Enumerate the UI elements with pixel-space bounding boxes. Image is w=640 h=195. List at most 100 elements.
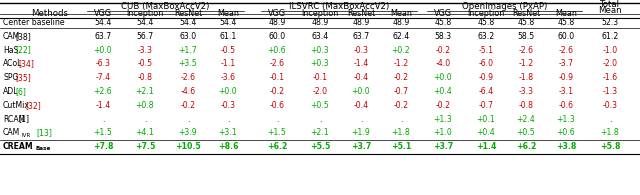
Text: 45.8: 45.8 [517,18,534,27]
Text: VGG: VGG [268,10,286,19]
Text: +3.7: +3.7 [433,142,453,151]
Text: Mean: Mean [555,10,577,19]
Text: +6.2: +6.2 [516,142,536,151]
Text: +0.6: +0.6 [268,46,286,55]
Text: 61.2: 61.2 [602,32,619,41]
Text: -4.6: -4.6 [180,87,196,96]
Text: Total: Total [600,0,620,9]
Text: -2.6: -2.6 [518,46,534,55]
Text: -0.1: -0.1 [312,73,328,82]
Text: Inception: Inception [467,10,504,19]
Text: -0.8: -0.8 [518,101,534,110]
Text: [38]: [38] [15,32,31,41]
Text: 58.3: 58.3 [435,32,452,41]
Text: RCAM: RCAM [3,115,25,124]
Text: [1]: [1] [19,115,30,124]
Text: .: . [144,115,147,124]
Text: +10.5: +10.5 [175,142,201,151]
Text: ResNet: ResNet [174,10,202,19]
Text: -2.0: -2.0 [602,59,618,68]
Text: -0.9: -0.9 [479,73,493,82]
Text: [13]: [13] [36,128,52,137]
Text: HaS: HaS [3,46,19,55]
Text: ILSVRC (MaxBoxAccV2): ILSVRC (MaxBoxAccV2) [289,2,389,11]
Text: -3.3: -3.3 [138,46,152,55]
Text: -0.9: -0.9 [559,73,573,82]
Text: 63.2: 63.2 [477,32,495,41]
Text: [32]: [32] [26,101,42,110]
Text: -0.6: -0.6 [559,101,573,110]
Text: -0.3: -0.3 [353,46,369,55]
Text: -7.4: -7.4 [95,73,111,82]
Text: +3.8: +3.8 [556,142,576,151]
Text: CUB (MaxBoxAccV2): CUB (MaxBoxAccV2) [122,2,210,11]
Text: 45.8: 45.8 [435,18,452,27]
Text: +0.5: +0.5 [516,128,535,137]
Text: CAM: CAM [3,128,20,137]
Text: -0.5: -0.5 [138,59,152,68]
Text: +0.2: +0.2 [392,46,410,55]
Text: [22]: [22] [15,46,31,55]
Text: +1.5: +1.5 [93,128,113,137]
Text: +5.5: +5.5 [310,142,330,151]
Text: ResNet: ResNet [347,10,375,19]
Text: 52.3: 52.3 [602,18,619,27]
Text: ResNet: ResNet [512,10,540,19]
Text: 63.7: 63.7 [353,32,369,41]
Text: [35]: [35] [15,73,31,82]
Text: Inception: Inception [126,10,164,19]
Text: +8.6: +8.6 [218,142,238,151]
Text: 61.1: 61.1 [220,32,237,41]
Text: -0.4: -0.4 [353,73,369,82]
Text: 60.0: 60.0 [557,32,575,41]
Text: -2.6: -2.6 [269,59,285,68]
Text: .: . [609,115,611,124]
Text: +1.3: +1.3 [557,115,575,124]
Text: .: . [276,115,278,124]
Text: 60.0: 60.0 [268,32,285,41]
Text: -1.2: -1.2 [518,59,534,68]
Text: +2.4: +2.4 [516,115,536,124]
Text: 63.0: 63.0 [179,32,196,41]
Text: -0.2: -0.2 [435,101,451,110]
Text: -0.2: -0.2 [435,46,451,55]
Text: +7.8: +7.8 [93,142,113,151]
Text: +0.4: +0.4 [477,128,495,137]
Text: 48.9: 48.9 [392,18,410,27]
Text: +1.9: +1.9 [351,128,371,137]
Text: -3.3: -3.3 [518,87,534,96]
Text: 45.8: 45.8 [557,18,575,27]
Text: +3.7: +3.7 [351,142,371,151]
Text: [6]: [6] [15,87,26,96]
Text: CREAM: CREAM [3,142,34,151]
Text: +0.0: +0.0 [434,73,452,82]
Text: +6.2: +6.2 [267,142,287,151]
Text: +0.1: +0.1 [477,115,495,124]
Text: Base: Base [35,146,51,151]
Text: SPG: SPG [3,73,19,82]
Text: -0.4: -0.4 [353,101,369,110]
Text: +3.1: +3.1 [219,128,237,137]
Text: 45.8: 45.8 [477,18,495,27]
Text: Mean: Mean [217,10,239,19]
Text: -0.7: -0.7 [394,87,408,96]
Text: OpenImages (PxAP): OpenImages (PxAP) [462,2,547,11]
Text: +1.0: +1.0 [434,128,452,137]
Text: +0.0: +0.0 [352,87,371,96]
Text: -2.6: -2.6 [180,73,195,82]
Text: +5.1: +5.1 [391,142,411,151]
Text: -0.6: -0.6 [269,101,285,110]
Text: .: . [187,115,189,124]
Text: ACoL: ACoL [3,59,22,68]
Text: -5.1: -5.1 [479,46,493,55]
Text: 56.7: 56.7 [136,32,154,41]
Text: 54.4: 54.4 [179,18,196,27]
Text: -0.2: -0.2 [180,101,195,110]
Text: +7.5: +7.5 [135,142,155,151]
Text: .: . [319,115,321,124]
Text: -0.2: -0.2 [269,87,285,96]
Text: +1.7: +1.7 [179,46,197,55]
Text: +0.0: +0.0 [93,46,112,55]
Text: 62.4: 62.4 [392,32,410,41]
Text: -6.4: -6.4 [479,87,493,96]
